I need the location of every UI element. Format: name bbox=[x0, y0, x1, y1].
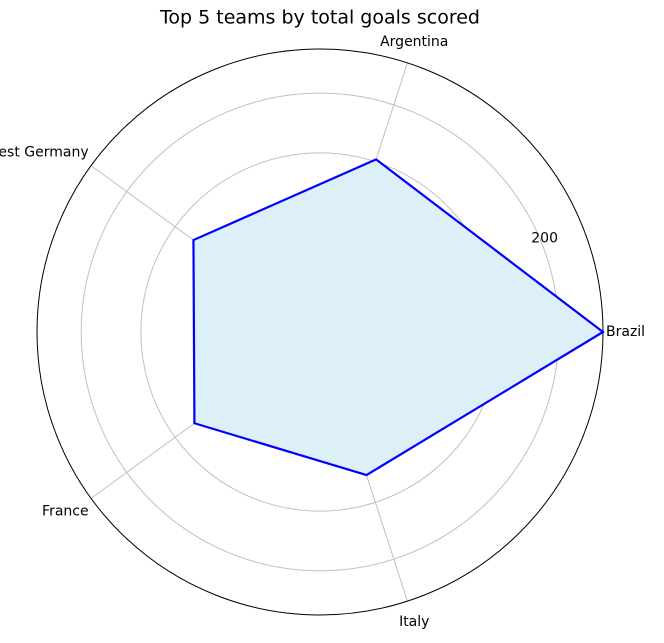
category-label: France bbox=[42, 503, 89, 519]
category-label: Brazil bbox=[606, 324, 645, 340]
category-label: Argentina bbox=[380, 34, 448, 50]
radar-area bbox=[192, 158, 605, 477]
category-label: Italy bbox=[399, 614, 429, 630]
r-tick-label: 200 bbox=[531, 231, 558, 247]
category-label: West Germany bbox=[0, 145, 89, 161]
chart-title: Top 5 teams by total goals scored bbox=[159, 7, 480, 29]
